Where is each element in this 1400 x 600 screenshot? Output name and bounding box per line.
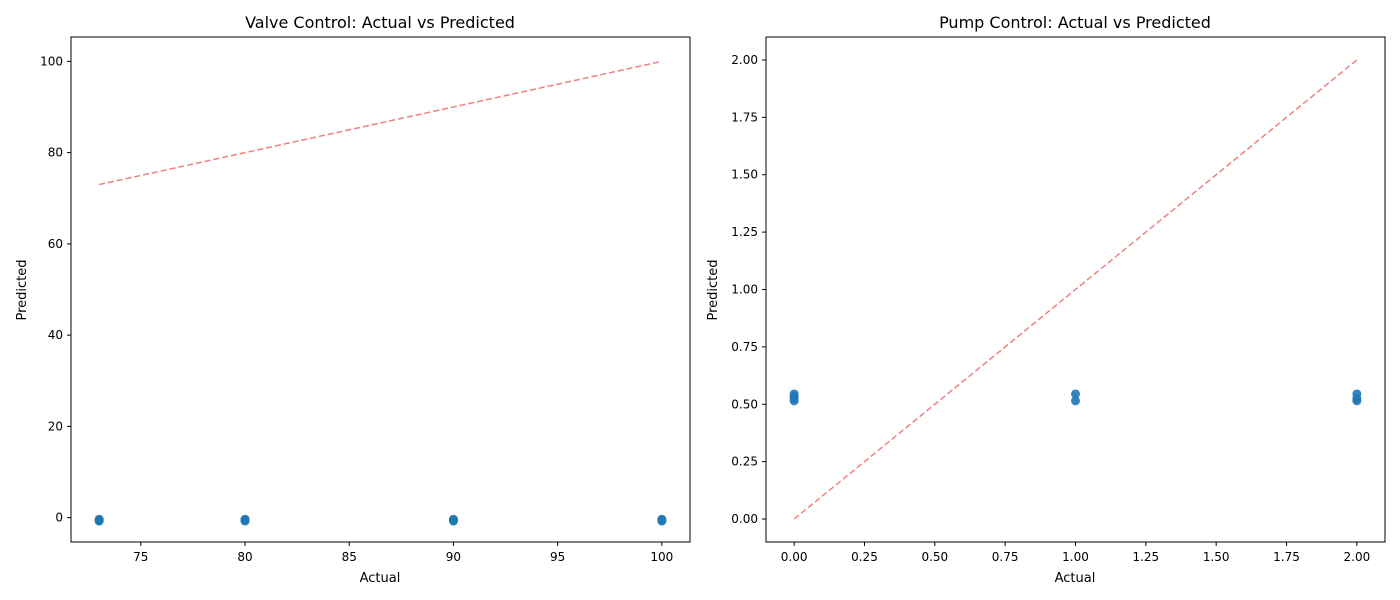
y-tick-label: 40 — [48, 328, 63, 342]
data-point — [1352, 389, 1362, 399]
x-tick-label: 85 — [342, 550, 357, 564]
y-tick-label: 0 — [55, 511, 63, 525]
tick-group: 0.00 0.25 0.50 0.75 1.00 1.25 1.50 1.75 2.00 0.00… — [731, 53, 1370, 564]
points-group — [789, 389, 1362, 406]
data-point — [94, 516, 104, 526]
y-tick-label: 1.50 — [731, 168, 758, 182]
x-tick-label: 100 — [650, 550, 673, 564]
y-tick-label: 0.75 — [731, 340, 758, 354]
plot-area — [70, 36, 691, 543]
data-point — [1071, 396, 1080, 406]
y-tick-label: 2.00 — [731, 53, 758, 67]
y-tick-label: 0.25 — [731, 455, 758, 469]
x-axis-label: Actual — [360, 571, 401, 586]
x-tick-label: 1.50 — [1203, 550, 1230, 564]
y-tick-label: 1.25 — [731, 225, 758, 239]
points-group — [94, 514, 667, 526]
y-tick-label: 1.00 — [731, 283, 758, 297]
x-tick-label: 0.75 — [992, 550, 1019, 564]
tick-group: 75 80 85 90 95 100 0 20 40 60 80 100 — [40, 54, 673, 564]
x-tick-label: 1.75 — [1273, 550, 1300, 564]
x-tick-label: 1.00 — [1062, 550, 1089, 564]
x-tick-label: 95 — [550, 550, 565, 564]
x-tick-label: 0.50 — [921, 550, 948, 564]
reference-line — [793, 59, 1358, 520]
chart-title: Valve Control: Actual vs Predicted — [245, 13, 515, 32]
y-axis-label: Predicted — [706, 259, 721, 320]
y-tick-label: 0.50 — [731, 397, 758, 411]
data-point — [657, 516, 667, 526]
chart-title: Pump Control: Actual vs Predicted — [939, 13, 1211, 32]
x-tick-label: 2.00 — [1344, 550, 1371, 564]
x-tick-label: 80 — [237, 550, 252, 564]
reference-line-group — [98, 60, 663, 186]
valve-control-chart: Valve Control: Actual vs Predicted 75 80 8… — [15, 13, 691, 586]
y-tick-label: 20 — [48, 419, 63, 433]
y-axis-label: Predicted — [15, 259, 30, 320]
y-tick-label: 80 — [48, 146, 63, 160]
y-tick-label: 100 — [40, 54, 63, 68]
reference-line-group — [793, 59, 1358, 520]
data-point — [448, 516, 458, 526]
data-point — [1071, 389, 1080, 399]
data-point — [240, 516, 250, 526]
pump-control-chart: Pump Control: Actual vs Predicted 0.00 0.… — [706, 13, 1386, 586]
data-point — [789, 389, 799, 399]
x-tick-label: 1.25 — [1132, 550, 1159, 564]
y-tick-label: 1.75 — [731, 110, 758, 124]
reference-line — [98, 60, 663, 186]
x-tick-label: 90 — [446, 550, 461, 564]
y-tick-label: 60 — [48, 237, 63, 251]
x-tick-label: 0.00 — [781, 550, 808, 564]
x-axis-label: Actual — [1055, 571, 1096, 586]
y-tick-label: 0.00 — [731, 512, 758, 526]
x-tick-label: 0.25 — [851, 550, 878, 564]
x-tick-label: 75 — [133, 550, 148, 564]
